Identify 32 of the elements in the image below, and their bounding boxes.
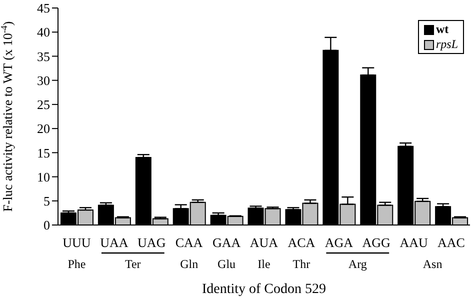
y-tick-label: 10	[37, 169, 50, 184]
x-tick-label: AUA	[250, 235, 279, 250]
legend-label: wt	[436, 22, 449, 37]
y-tick-label: 45	[37, 0, 50, 16]
x-axis-title: Identity of Codon 529	[202, 282, 326, 297]
text: Gln	[180, 257, 198, 271]
y-tick-label: 30	[37, 72, 50, 88]
y-tick-label: 0	[44, 218, 50, 233]
y-tick-label: 40	[37, 24, 50, 40]
x-tick-label: AAC	[438, 235, 465, 250]
y-tick-label: 20	[37, 121, 50, 136]
x-tick-label: UUU	[62, 235, 92, 250]
text: Phe	[68, 257, 86, 271]
x-tick-label: AGG	[362, 235, 390, 250]
y-tick-label: 15	[37, 145, 50, 160]
x-tick-label: AGA	[324, 235, 354, 250]
x-tick-label: AAU	[400, 235, 429, 250]
text: Thr	[292, 257, 310, 271]
text: Ile	[258, 257, 270, 271]
x-tick-label: UAG	[138, 235, 166, 250]
x-tick-label: ACA	[288, 235, 316, 250]
y-tick-label: 35	[37, 48, 50, 64]
y-tick-label: 5	[44, 194, 50, 209]
y-tick-label: 25	[37, 97, 50, 112]
text: Asn	[422, 257, 442, 271]
legend-label: rpsL	[436, 37, 458, 52]
x-tick-label: UAA	[100, 235, 129, 250]
text: Ter	[124, 257, 141, 271]
text: Arg	[348, 257, 367, 271]
x-tick-label: GAA	[212, 235, 242, 250]
text: Glu	[218, 257, 236, 271]
x-tick-label: CAA	[175, 235, 204, 250]
